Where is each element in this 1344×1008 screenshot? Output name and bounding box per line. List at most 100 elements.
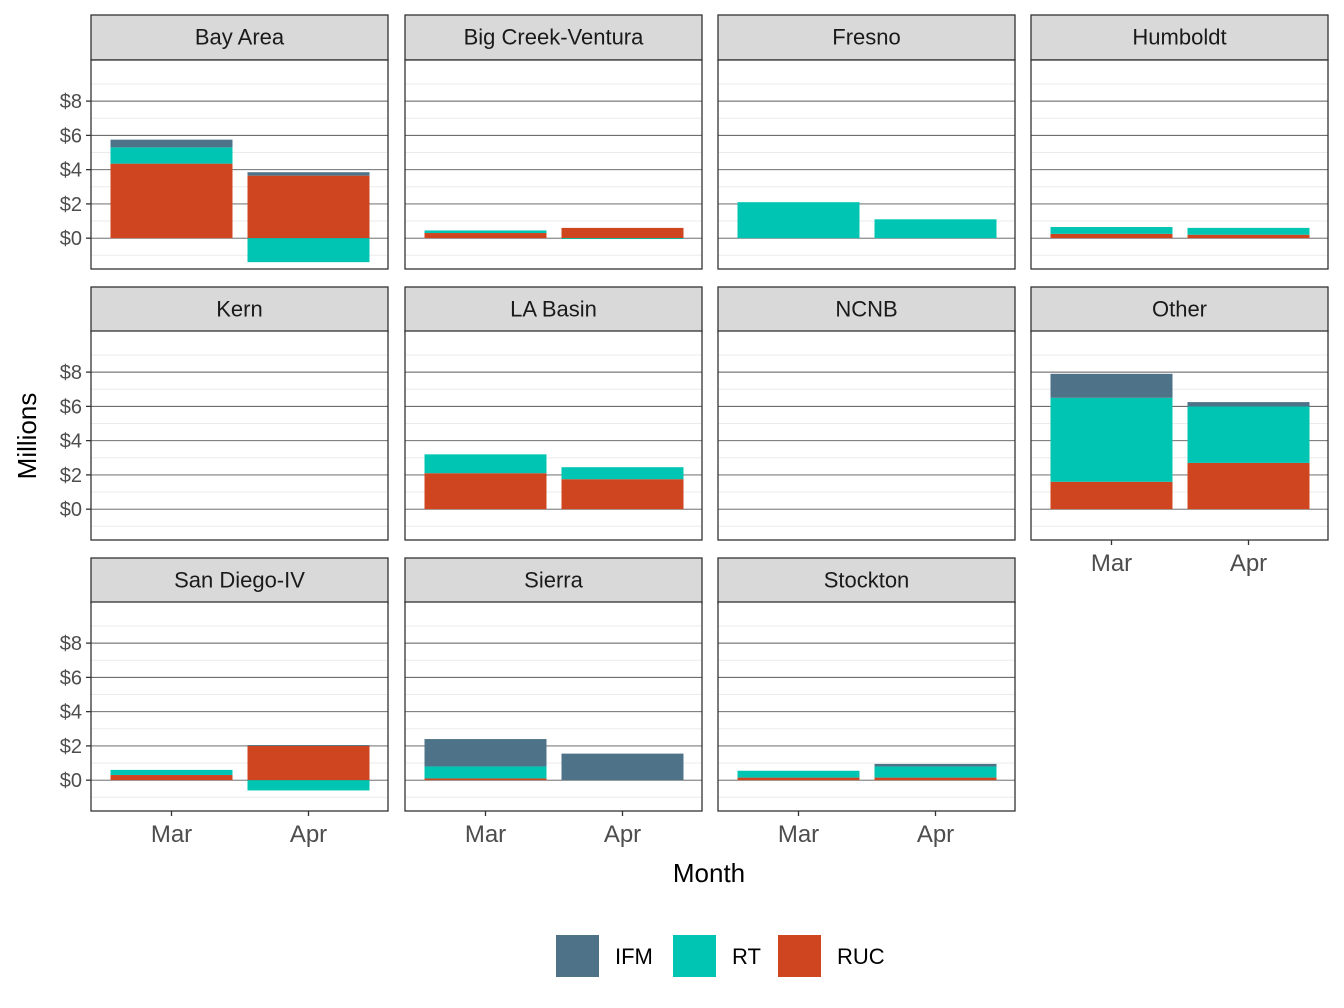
bar-san-diego-iv-mar-rt: [110, 769, 233, 776]
bar-other-apr-rt: [1187, 406, 1310, 463]
bar-bay-area-mar-rt: [110, 147, 233, 164]
panel-border: [404, 59, 703, 270]
x-tick-label: Apr: [917, 821, 954, 848]
bar-san-diego-iv-mar-ruc: [110, 775, 233, 781]
strip-label: Stockton: [824, 568, 910, 593]
x-tick-label: Apr: [1230, 550, 1267, 577]
bar-san-diego-iv-apr-ifm: [247, 745, 370, 746]
strip-background: [90, 14, 389, 61]
strip-background: [404, 557, 703, 604]
legend-label-rt: RT: [732, 944, 761, 969]
y-tick-label: $0: [60, 228, 82, 250]
panel-border: [717, 330, 1016, 541]
strip-label: Other: [1152, 297, 1207, 322]
bar-san-diego-iv-apr-ruc: [247, 745, 370, 781]
legend: IFM RT RUC: [556, 935, 885, 977]
panel-ncnb: NCNB: [717, 286, 1016, 541]
bar-la-basin-apr-rt: [561, 467, 684, 480]
strip-background: [717, 14, 1016, 61]
y-tick-label: $6: [60, 667, 82, 689]
x-tick-label: Mar: [151, 821, 192, 848]
y-tick-label: $8: [60, 362, 82, 384]
panel-big-creek-ventura: Big Creek-Ventura: [404, 14, 703, 270]
bar-big-creek-ventura-mar-rt: [424, 230, 547, 234]
strip-label: Fresno: [832, 25, 900, 50]
bar-bay-area-mar-ifm: [110, 139, 233, 148]
y-tick-label: $4: [60, 431, 82, 453]
bar-other-apr-ifm: [1187, 402, 1310, 407]
panel-sierra: Sierra Mar Apr: [404, 557, 703, 848]
strip-label: Humboldt: [1132, 25, 1226, 50]
y-tick-label: $8: [60, 633, 82, 655]
legend-key-ruc: [778, 935, 821, 977]
legend-key-ifm: [556, 935, 599, 977]
strip-background: [90, 286, 389, 333]
y-tick-label: $4: [60, 160, 82, 182]
bar-bay-area-apr-ruc: [247, 175, 370, 239]
bar-humboldt-mar-rt: [1050, 227, 1173, 234]
y-tick-label: $2: [60, 465, 82, 487]
bar-san-diego-iv-apr-rt: [247, 780, 370, 791]
bar-bay-area-mar-ruc: [110, 163, 233, 239]
legend-key-rt: [673, 935, 716, 977]
bar-la-basin-apr-ruc: [561, 479, 684, 510]
y-axis-title: Millions: [12, 393, 42, 480]
panel-kern: Kern $0 $2 $4 $6 $8: [60, 286, 389, 541]
panel-fresno: Fresno: [717, 14, 1016, 270]
bar-sierra-mar-rt: [424, 766, 547, 779]
strip-background: [717, 557, 1016, 604]
bar-stockton-apr-ifm: [874, 763, 997, 767]
strip-label: Bay Area: [195, 25, 285, 50]
bar-humboldt-mar-ruc: [1050, 233, 1173, 239]
bar-other-mar-rt: [1050, 397, 1173, 482]
bar-stockton-mar-ruc: [737, 777, 860, 781]
panel-border: [404, 601, 703, 812]
panel-bay-area: Bay Area $0 $2 $4 $6 $8: [60, 14, 389, 270]
bar-humboldt-apr-ruc: [1187, 234, 1310, 239]
panel-background: [718, 331, 1015, 540]
panel-border: [90, 59, 389, 270]
bar-big-creek-ventura-apr-rt: [561, 238, 684, 240]
panel-border: [90, 330, 389, 541]
panel-background: [91, 331, 388, 540]
strip-label: Sierra: [524, 568, 583, 593]
panel-humboldt: Humboldt: [1030, 14, 1329, 270]
bar-big-creek-ventura-mar-ruc: [424, 233, 547, 239]
y-tick-label: $0: [60, 770, 82, 792]
x-tick-label: Mar: [778, 821, 819, 848]
panel-border: [717, 601, 1016, 812]
strip-label: NCNB: [835, 297, 897, 322]
panel-border: [1030, 59, 1329, 270]
bar-bay-area-apr-rt: [247, 238, 370, 263]
panel-border: [717, 59, 1016, 270]
panel-border: [90, 601, 389, 812]
bar-bay-area-apr-ifm: [247, 172, 370, 176]
legend-label-ifm: IFM: [615, 944, 653, 969]
legend-label-ruc: RUC: [837, 944, 885, 969]
strip-label: Kern: [216, 297, 262, 322]
panel-san-diego-iv: San Diego-IV $0 $2 $4 $6 $8 Mar Apr: [60, 557, 389, 848]
panel-border: [404, 330, 703, 541]
bar-humboldt-apr-rt: [1187, 227, 1310, 235]
bar-la-basin-mar-ruc: [424, 473, 547, 510]
y-tick-label: $4: [60, 702, 82, 724]
bar-other-mar-ruc: [1050, 481, 1173, 510]
bar-other-mar-ifm: [1050, 373, 1173, 398]
strip-background: [90, 557, 389, 604]
x-tick-label: Mar: [1091, 550, 1132, 577]
bar-stockton-apr-ruc: [874, 777, 997, 781]
strip-label: Big Creek-Ventura: [464, 25, 645, 50]
bar-la-basin-mar-rt: [424, 454, 547, 474]
panel-stockton: Stockton Mar Apr: [717, 557, 1016, 848]
strip-label: San Diego-IV: [174, 568, 305, 593]
bar-fresno-mar-rt: [737, 202, 860, 239]
x-tick-label: Apr: [604, 821, 641, 848]
y-tick-label: $8: [60, 91, 82, 113]
panel-la-basin: LA Basin: [404, 286, 703, 541]
bar-sierra-mar-ifm: [424, 739, 547, 767]
bar-stockton-mar-rt: [737, 770, 860, 778]
y-tick-label: $2: [60, 194, 82, 216]
y-tick-label: $2: [60, 736, 82, 758]
y-tick-label: $0: [60, 499, 82, 521]
x-tick-label: Mar: [465, 821, 506, 848]
